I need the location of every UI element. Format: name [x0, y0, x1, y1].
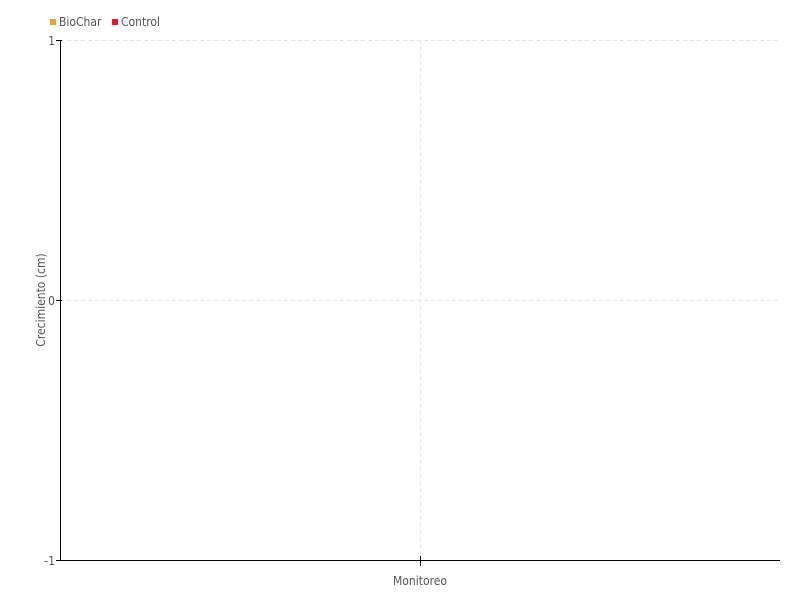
legend: BioChar Control [50, 15, 160, 29]
legend-swatch-biochar [50, 19, 56, 25]
y-axis-label: Crecimiento (cm) [34, 253, 48, 346]
legend-label-control[interactable]: Control [121, 15, 160, 29]
y-tick-label-0: 0 [48, 294, 55, 308]
y-tick-label-1: 1 [48, 34, 55, 48]
gridlines [60, 40, 780, 560]
legend-swatch-control [112, 19, 118, 25]
x-axis-label: Monitoreo [393, 574, 447, 588]
legend-label-biochar[interactable]: BioChar [59, 15, 102, 29]
y-tick-label-neg1: -1 [44, 554, 55, 568]
